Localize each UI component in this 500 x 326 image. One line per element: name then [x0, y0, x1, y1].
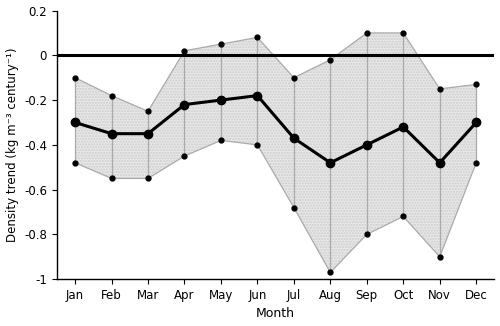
Y-axis label: Density trend (kg m⁻³ century⁻¹): Density trend (kg m⁻³ century⁻¹): [6, 48, 18, 242]
X-axis label: Month: Month: [256, 307, 295, 320]
